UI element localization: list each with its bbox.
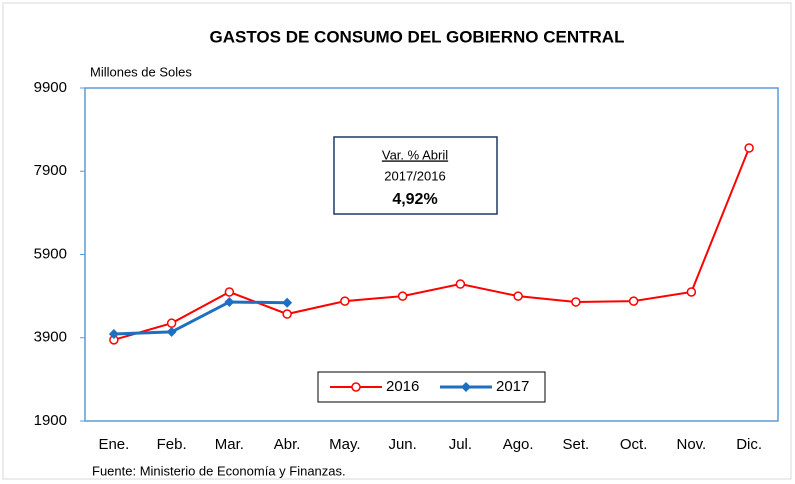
annotation-text: Var. % Abril	[382, 147, 448, 162]
chart-title: GASTOS DE CONSUMO DEL GOBIERNO CENTRAL	[210, 27, 625, 46]
y-tick-label: 9900	[34, 79, 67, 96]
y-tick-label: 7900	[34, 162, 67, 179]
y-tick-label: 5900	[34, 245, 67, 262]
point	[686, 287, 697, 297]
x-tick-label: May.	[329, 436, 360, 453]
point	[628, 296, 639, 306]
annotation-box	[333, 136, 498, 215]
x-tick-label: Abr.	[274, 436, 301, 453]
point	[224, 287, 235, 297]
y-tick-label: 1900	[34, 412, 67, 429]
point	[340, 296, 350, 306]
point	[282, 297, 293, 308]
x-tick-label: Jul.	[449, 436, 472, 453]
point	[224, 296, 235, 307]
point	[282, 309, 292, 319]
y-tick-label: 3900	[34, 329, 67, 346]
annotation-value: 4,92%	[392, 191, 437, 208]
point	[461, 382, 471, 392]
x-tick-label: Jun.	[388, 436, 416, 453]
point	[455, 279, 466, 289]
annotation-text: 2017/2016	[384, 168, 445, 183]
x-tick-label: Set.	[563, 436, 590, 453]
x-tick-label: Mar.	[215, 436, 244, 453]
x-tick-label: Nov.	[677, 436, 707, 453]
series-line	[113, 147, 751, 341]
x-tick-label: Feb.	[157, 436, 187, 453]
legend-label: 2016	[386, 378, 419, 395]
point	[397, 291, 408, 301]
point	[351, 382, 361, 392]
x-tick-label: Ene.	[98, 436, 129, 453]
source-note: Fuente: Ministerio de Economía y Finanza…	[92, 463, 346, 478]
point	[744, 143, 754, 153]
legend-label: 2017	[496, 378, 529, 395]
point	[571, 297, 581, 307]
point	[513, 291, 523, 301]
x-tick-label: Ago.	[503, 436, 534, 453]
x-tick-label: Oct.	[620, 436, 648, 453]
x-tick-label: Dic.	[736, 436, 762, 453]
point	[166, 318, 177, 328]
series-line	[113, 300, 288, 336]
y-axis-label: Millones de Soles	[90, 64, 192, 79]
legend	[317, 371, 546, 403]
point	[166, 326, 177, 337]
point	[108, 329, 119, 340]
